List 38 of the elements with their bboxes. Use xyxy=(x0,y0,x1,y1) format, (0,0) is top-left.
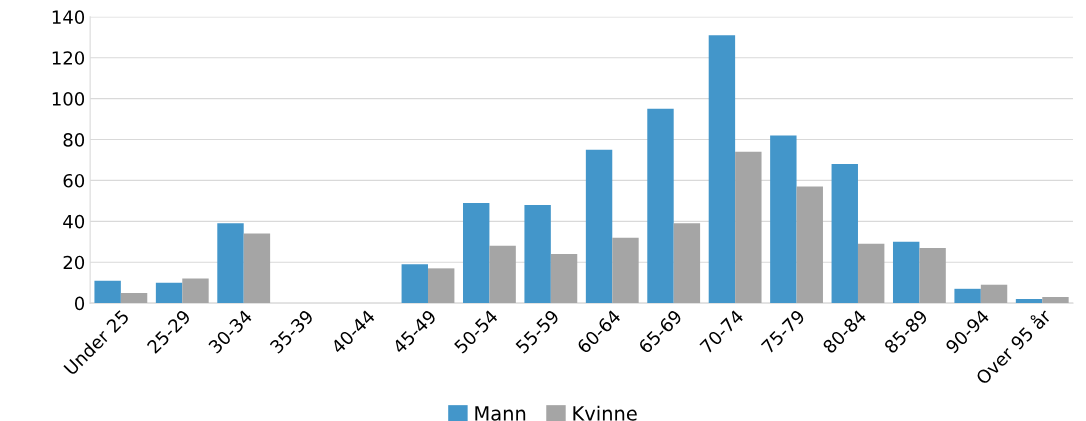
bar xyxy=(612,237,639,304)
bar xyxy=(919,247,946,304)
bar xyxy=(155,282,183,304)
bar xyxy=(831,164,858,304)
bar xyxy=(954,288,981,304)
bar xyxy=(708,35,736,304)
bar xyxy=(770,135,797,304)
y-tick-label: 40 xyxy=(63,214,85,229)
y-tick-label: 0 xyxy=(74,296,85,311)
y-tick-label: 80 xyxy=(63,132,85,147)
y-tick-label: 120 xyxy=(52,51,85,65)
bar xyxy=(243,233,271,304)
bar xyxy=(647,108,674,304)
bar xyxy=(489,245,516,304)
y-tick-label: 20 xyxy=(63,255,85,270)
y-tick-label: 140 xyxy=(52,10,85,24)
bar xyxy=(673,223,701,304)
y-tick-label: 100 xyxy=(52,92,85,106)
bar xyxy=(1015,299,1043,304)
bar xyxy=(94,280,121,304)
legend-label: Kvinne xyxy=(573,405,637,421)
bar xyxy=(217,223,244,304)
bar xyxy=(735,151,762,304)
bar xyxy=(401,264,428,304)
bar xyxy=(857,243,885,304)
bar xyxy=(550,254,578,304)
bar xyxy=(524,204,551,304)
bar xyxy=(427,268,455,304)
bar xyxy=(980,284,1008,304)
bar xyxy=(796,186,823,304)
bar xyxy=(585,149,613,304)
bar xyxy=(182,278,209,304)
bar xyxy=(1042,296,1069,304)
legend-label: Mann xyxy=(475,406,526,421)
bar xyxy=(120,292,148,304)
y-tick-label: 60 xyxy=(63,173,85,188)
bar xyxy=(463,202,490,304)
bar xyxy=(892,241,920,304)
